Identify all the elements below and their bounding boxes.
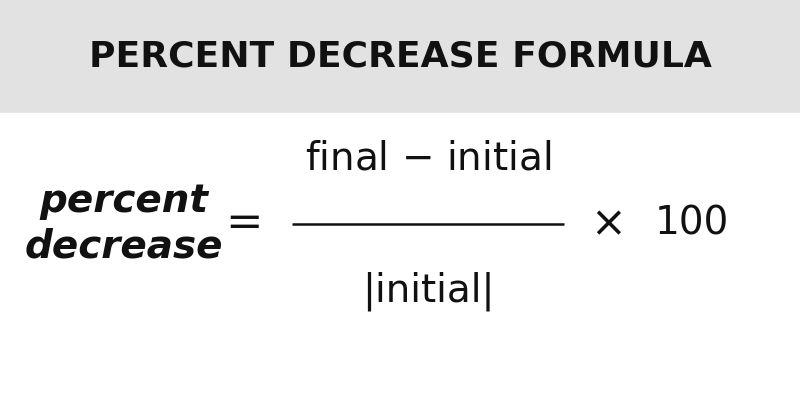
Text: $\times$: $\times$ xyxy=(590,203,622,245)
Text: |initial|: |initial| xyxy=(362,271,494,311)
Bar xyxy=(0,0,800,113)
Text: 100: 100 xyxy=(655,205,729,243)
Text: PERCENT DECREASE FORMULA: PERCENT DECREASE FORMULA xyxy=(89,40,711,73)
Text: =: = xyxy=(226,202,262,245)
Bar xyxy=(0,113,800,396)
Text: percent
decrease: percent decrease xyxy=(25,182,223,265)
Text: $\mathdefault{f}$inal $-$ initial: $\mathdefault{f}$inal $-$ initial xyxy=(305,139,551,177)
